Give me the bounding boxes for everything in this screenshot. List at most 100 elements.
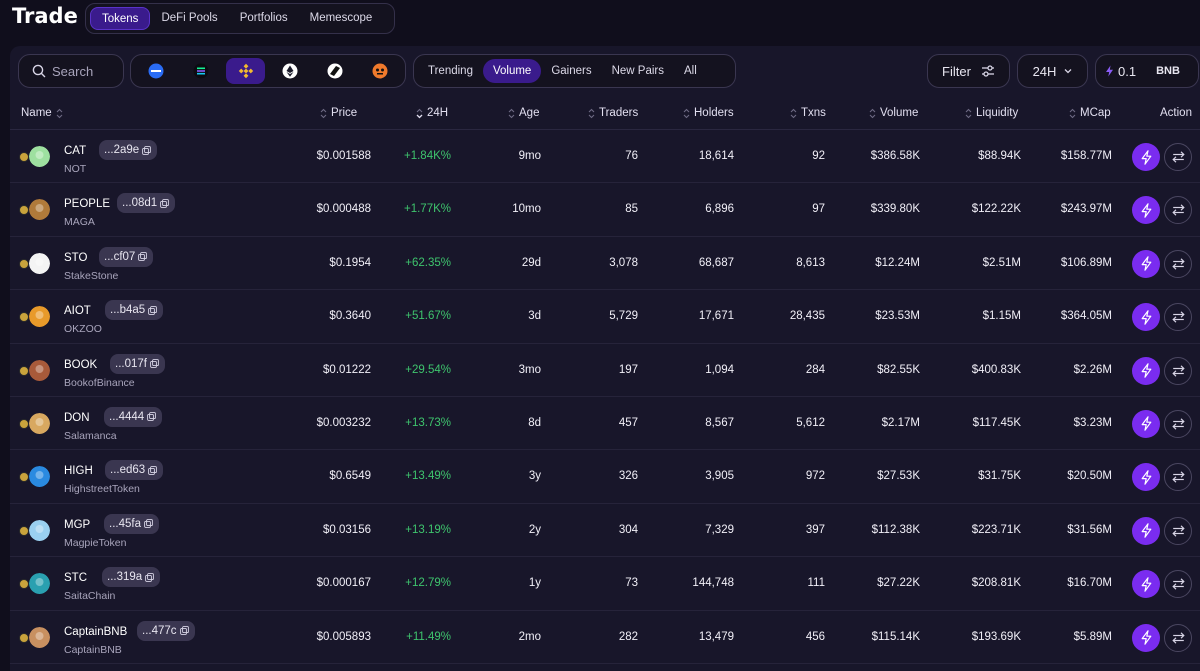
- age-cell: 2y: [528, 523, 541, 536]
- table-row[interactable]: CAT ...2a9e NOT $0.001588 +1.84K% 9mo 76…: [10, 130, 1200, 184]
- swap-button[interactable]: [1164, 623, 1192, 652]
- sort-desc-icon: [416, 108, 423, 118]
- change-cell: +12.79%: [405, 577, 451, 590]
- sort-icon: [1069, 108, 1076, 118]
- token-name: HighstreetToken: [64, 483, 140, 496]
- txns-cell: 456: [805, 630, 825, 643]
- sort-tab-volume[interactable]: Volume: [482, 59, 542, 83]
- swap-button[interactable]: [1164, 303, 1192, 332]
- swap-button[interactable]: [1164, 570, 1192, 599]
- txns-cell: 397: [805, 523, 825, 536]
- table-row[interactable]: STO ...cf07 StakeStone $0.1954 +62.35% 2…: [10, 237, 1200, 291]
- swap-button[interactable]: [1164, 516, 1192, 545]
- col-liquidity[interactable]: Liquidity: [965, 107, 1018, 119]
- swap-button[interactable]: [1164, 143, 1192, 171]
- table-row[interactable]: BOOK ...017f BookofBinance $0.01222 +29.…: [10, 344, 1200, 397]
- chain-bnb-button[interactable]: [226, 58, 266, 84]
- col-traders[interactable]: Traders: [588, 107, 638, 119]
- quick-buy-button[interactable]: [1132, 303, 1160, 332]
- quick-buy-button[interactable]: [1132, 143, 1160, 171]
- col-name[interactable]: Name: [21, 107, 63, 119]
- contract-address-pill[interactable]: ...08d1: [117, 193, 176, 214]
- contract-address-pill[interactable]: ...b4a5: [105, 300, 164, 321]
- token-name: NOT: [64, 163, 87, 175]
- quick-buy-button[interactable]: [1132, 516, 1160, 545]
- period-select[interactable]: 24H: [1017, 54, 1088, 88]
- sort-icon: [508, 108, 515, 118]
- toolbar: Trending Volume Gainers New Pairs All Fi…: [10, 46, 1200, 96]
- quick-buy-button[interactable]: [1132, 623, 1160, 652]
- traders-cell: 85: [625, 203, 638, 216]
- chain-base-button[interactable]: [137, 58, 176, 84]
- quick-buy-button[interactable]: [1132, 570, 1160, 599]
- sort-icon: [790, 108, 797, 118]
- contract-address-pill[interactable]: ...cf07: [99, 246, 154, 267]
- bnb-chain-badge-icon: [19, 365, 29, 376]
- quick-buy-button[interactable]: [1132, 463, 1160, 492]
- tab-portfolios[interactable]: Portfolios: [239, 12, 288, 24]
- contract-address-pill[interactable]: ...319a: [102, 567, 161, 588]
- volume-cell: $112.38K: [871, 523, 920, 536]
- col-volume[interactable]: Volume: [869, 107, 918, 119]
- change-cell: +62.35%: [405, 256, 451, 269]
- sort-tab-gainers[interactable]: Gainers: [551, 65, 592, 77]
- chain-solana-button[interactable]: [182, 58, 221, 84]
- filter-button[interactable]: Filter: [927, 54, 1010, 88]
- contract-address-pill[interactable]: ...4444: [104, 406, 163, 427]
- quick-buy-amount-value[interactable]: 0.1: [1118, 63, 1137, 79]
- contract-address-pill[interactable]: ...017f: [110, 353, 165, 374]
- col-24h[interactable]: 24H: [416, 107, 448, 119]
- quick-buy-button[interactable]: [1132, 249, 1160, 278]
- chain-blast-button[interactable]: [360, 58, 399, 84]
- table-row[interactable]: MGP ...45fa MagpieToken $0.03156 +13.19%…: [10, 504, 1200, 558]
- quick-buy-button[interactable]: [1132, 356, 1160, 385]
- quick-buy-button[interactable]: [1132, 196, 1160, 225]
- swap-button[interactable]: [1164, 463, 1192, 492]
- swap-button[interactable]: [1164, 249, 1192, 278]
- chain-ethereum-button[interactable]: [271, 58, 310, 84]
- price-cell: $0.6549: [329, 470, 371, 483]
- swap-button[interactable]: [1164, 409, 1192, 438]
- sort-tab-trending[interactable]: Trending: [428, 65, 473, 77]
- col-price[interactable]: Price: [320, 107, 357, 119]
- sort-icon: [56, 108, 63, 118]
- quick-buy-amount[interactable]: 0.1 BNB: [1095, 54, 1199, 88]
- quick-buy-button[interactable]: [1132, 409, 1160, 438]
- contract-address-pill[interactable]: ...ed63: [105, 460, 164, 481]
- tab-tokens[interactable]: Tokens: [90, 7, 151, 30]
- tab-memescope[interactable]: Memescope: [309, 12, 373, 24]
- lightning-icon: [1141, 630, 1151, 645]
- table-row[interactable]: HIGH ...ed63 HighstreetToken $0.6549 +13…: [10, 450, 1200, 504]
- mcap-cell: $158.77M: [1060, 150, 1112, 162]
- tab-defi-pools[interactable]: DeFi Pools: [161, 12, 218, 24]
- contract-address-pill[interactable]: ...2a9e: [99, 140, 158, 160]
- table-row[interactable]: DON ...4444 Salamanca $0.003232 +13.73% …: [10, 397, 1200, 451]
- main-tabs: Tokens DeFi Pools Portfolios Memescope: [85, 3, 395, 34]
- col-age[interactable]: Age: [508, 107, 539, 119]
- swap-button[interactable]: [1164, 356, 1192, 385]
- liquidity-cell: $31.75K: [978, 470, 1021, 483]
- search-box[interactable]: [18, 54, 124, 88]
- col-holders[interactable]: Holders: [683, 107, 734, 119]
- copy-icon: [150, 359, 159, 368]
- sort-tab-new-pairs[interactable]: New Pairs: [611, 65, 665, 77]
- col-mcap[interactable]: MCap: [1069, 107, 1111, 119]
- col-volume-label: Volume: [880, 107, 919, 119]
- contract-address-pill[interactable]: ...477c: [137, 620, 195, 641]
- lightning-icon: [1141, 149, 1151, 165]
- table-row[interactable]: STC ...319a SaitaChain $0.000167 +12.79%…: [10, 557, 1200, 611]
- sort-tab-all[interactable]: All: [684, 65, 697, 77]
- search-input[interactable]: [52, 63, 122, 79]
- change-cell: +11.49%: [406, 630, 451, 643]
- table-row[interactable]: CaptainBNB ...477c CaptainBNB $0.005893 …: [10, 611, 1200, 664]
- contract-address: ...477c: [142, 624, 177, 637]
- col-txns[interactable]: Txns: [790, 107, 826, 119]
- chain-arbitrum-button[interactable]: [316, 58, 355, 84]
- volume-cell: $23.53M: [875, 310, 920, 323]
- bnb-chain-badge-icon: [19, 632, 29, 643]
- table-row[interactable]: PEOPLE ...08d1 MAGA $0.000488 +1.77K% 10…: [10, 183, 1200, 237]
- liquidity-cell: $193.69K: [971, 630, 1021, 643]
- contract-address-pill[interactable]: ...45fa: [104, 513, 159, 534]
- table-row[interactable]: AIOT ...b4a5 OKZOO $0.3640 +51.67% 3d 5,…: [10, 290, 1200, 344]
- swap-button[interactable]: [1164, 196, 1192, 225]
